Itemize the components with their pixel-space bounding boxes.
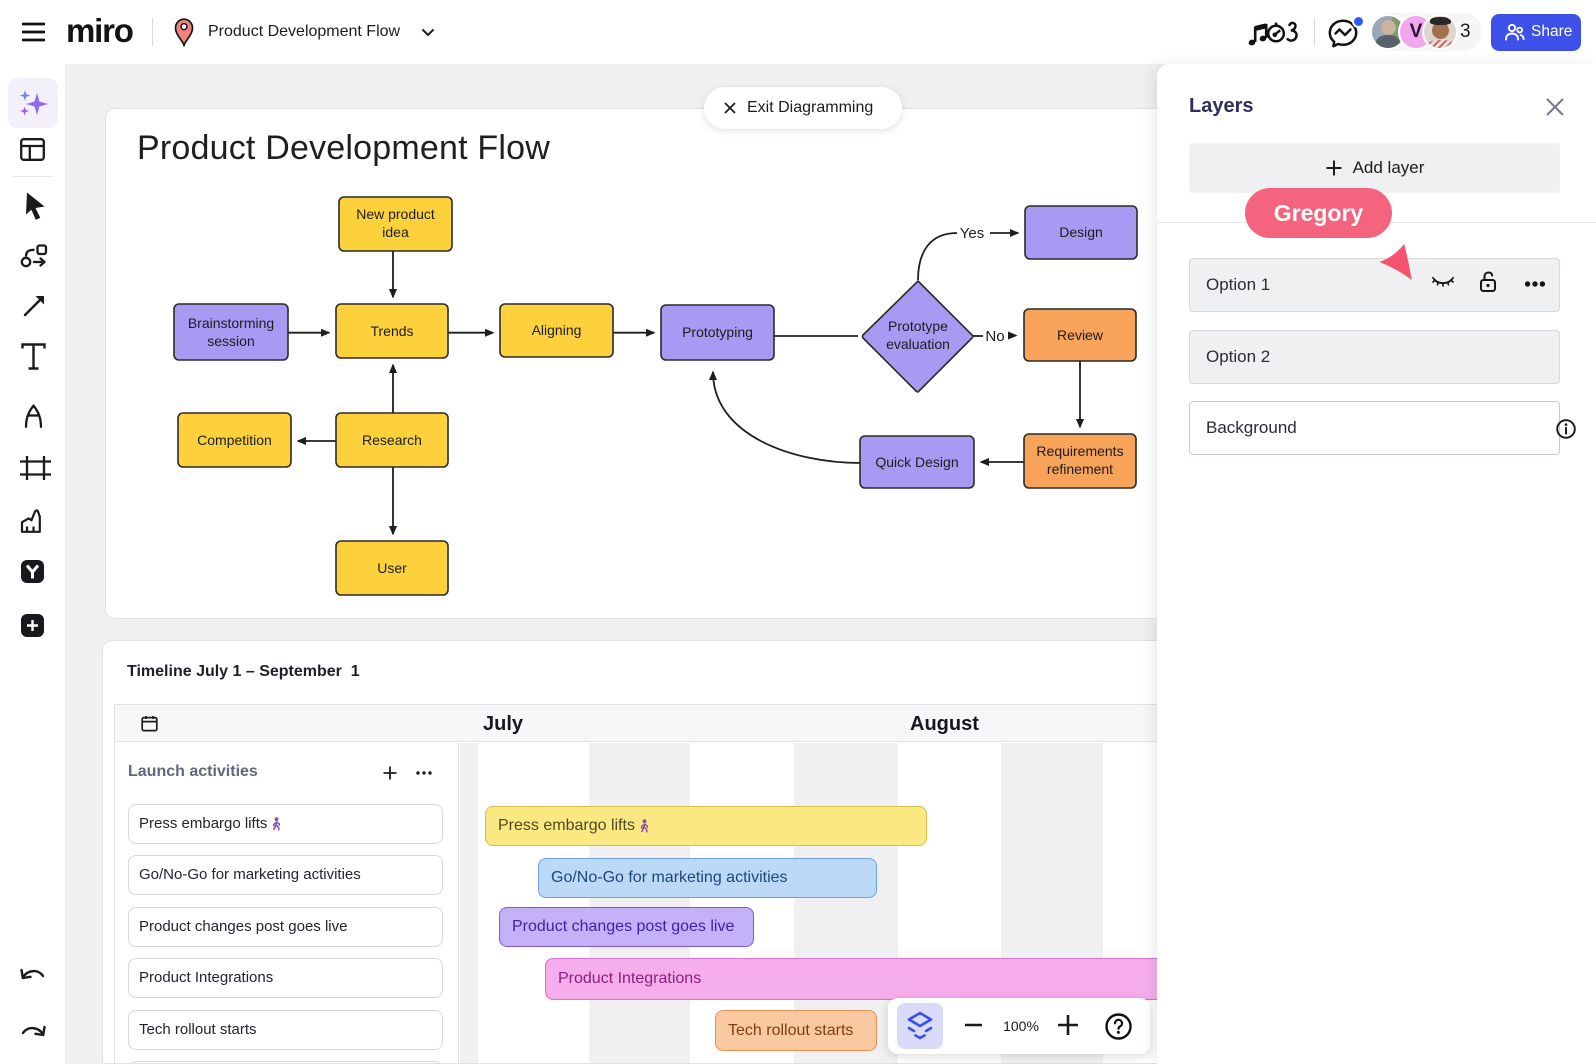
svg-text:Prototype: Prototype bbox=[888, 318, 948, 334]
svg-text:User: User bbox=[377, 560, 407, 576]
svg-text:Prototyping: Prototyping bbox=[682, 324, 753, 340]
svg-text:No: No bbox=[985, 328, 1004, 345]
svg-text:Trends: Trends bbox=[370, 323, 413, 339]
svg-text:New product: New product bbox=[356, 206, 435, 222]
svg-text:Competition: Competition bbox=[197, 432, 272, 448]
svg-text:Research: Research bbox=[362, 432, 422, 448]
svg-text:session: session bbox=[207, 333, 254, 349]
svg-text:Review: Review bbox=[1057, 327, 1104, 343]
svg-text:Brainstorming: Brainstorming bbox=[188, 315, 274, 331]
svg-text:Aligning: Aligning bbox=[532, 322, 582, 338]
svg-text:Quick Design: Quick Design bbox=[875, 454, 958, 470]
svg-text:Design: Design bbox=[1059, 224, 1103, 240]
svg-text:Yes: Yes bbox=[960, 225, 984, 242]
svg-text:idea: idea bbox=[382, 224, 409, 240]
svg-text:evaluation: evaluation bbox=[886, 336, 950, 352]
svg-text:refinement: refinement bbox=[1047, 461, 1113, 477]
svg-text:Requirements: Requirements bbox=[1036, 443, 1123, 459]
